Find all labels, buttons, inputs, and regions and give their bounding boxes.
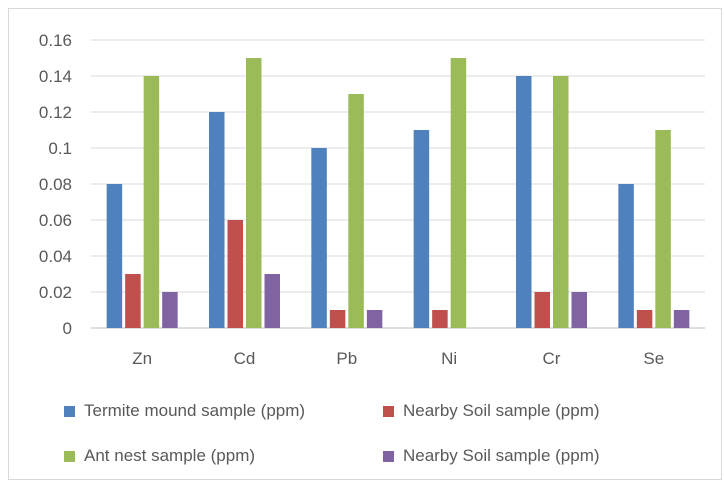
bar-zn-series-3	[143, 76, 160, 328]
x-tick-label: Cd	[234, 349, 256, 368]
x-tick-label: Cr	[543, 349, 561, 368]
bar-pb-series-3	[348, 94, 364, 328]
bar-cd-series-4	[264, 274, 280, 328]
y-tick-label: 0	[63, 319, 72, 338]
bar-ni-series-1	[413, 130, 430, 328]
y-tick-label: 0.06	[39, 211, 72, 230]
bar-pb-series-1	[311, 148, 327, 328]
y-tick-label: 0.08	[39, 175, 72, 194]
bar-se-series-1	[618, 184, 634, 328]
bar-pb-series-4	[366, 310, 383, 328]
bar-se-series-3	[655, 130, 671, 328]
bar-ni-series-3	[450, 58, 467, 328]
bar-cd-series-3	[246, 58, 262, 328]
bar-zn-series-4	[162, 292, 178, 328]
bar-se-series-2	[636, 310, 653, 328]
bar-pb-series-2	[329, 310, 346, 328]
x-tick-label: Zn	[132, 349, 152, 368]
y-tick-label: 0.04	[39, 247, 72, 266]
y-tick-label: 0.02	[39, 283, 72, 302]
bar-cr-series-1	[516, 76, 532, 328]
x-tick-label: Pb	[336, 349, 357, 368]
bar-cd-series-2	[227, 220, 243, 328]
bar-cr-series-2	[534, 292, 550, 328]
bar-zn-series-1	[106, 184, 123, 328]
bar-zn-series-2	[125, 274, 141, 328]
bar-se-series-4	[673, 310, 690, 328]
y-tick-label: 0.14	[39, 67, 72, 86]
x-tick-label: Se	[643, 349, 664, 368]
y-tick-label: 0.1	[48, 139, 72, 158]
bar-cr-series-4	[571, 292, 587, 328]
y-tick-label: 0.12	[39, 103, 72, 122]
bar-ni-series-2	[432, 310, 448, 328]
chart-area	[8, 8, 722, 480]
x-tick-label: Ni	[441, 349, 457, 368]
bar-cd-series-1	[209, 112, 225, 328]
bar-cr-series-3	[553, 76, 569, 328]
y-tick-label: 0.16	[39, 31, 72, 50]
